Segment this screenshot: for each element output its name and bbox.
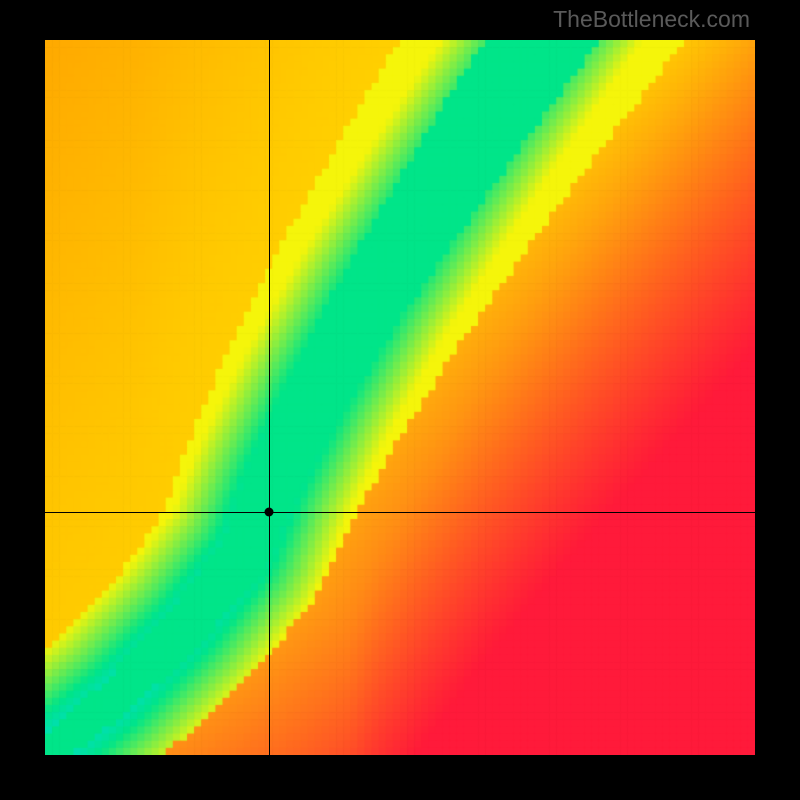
crosshair-dot	[265, 507, 274, 516]
crosshair-vertical	[269, 40, 270, 755]
crosshair-horizontal	[45, 512, 755, 513]
heatmap-plot	[45, 40, 755, 755]
watermark-label: TheBottleneck.com	[553, 6, 750, 33]
heatmap-canvas	[45, 40, 755, 755]
chart-container: TheBottleneck.com	[0, 0, 800, 800]
